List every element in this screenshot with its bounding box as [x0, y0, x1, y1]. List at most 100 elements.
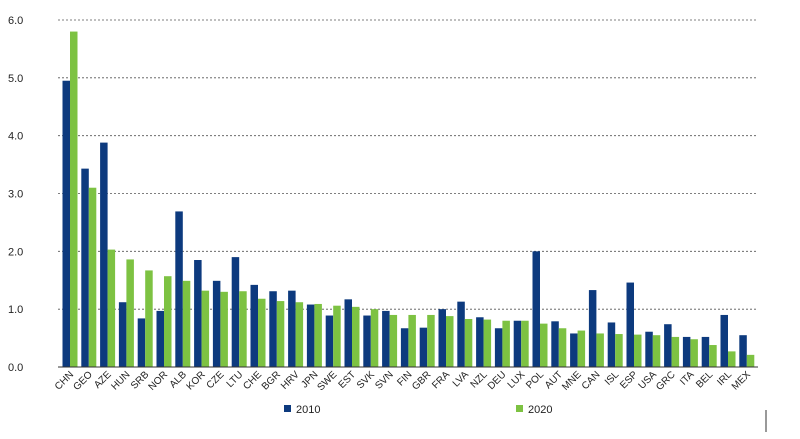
bar-2010-ESP	[626, 282, 634, 367]
bar-2020-USA	[652, 335, 661, 367]
bars	[62, 31, 755, 368]
bar-2010-MNE	[570, 333, 578, 367]
bar-2020-SVK	[370, 309, 379, 367]
bar-2020-FRA	[446, 316, 454, 367]
bar-2010-CZE	[212, 280, 221, 367]
x-tick-label: GRC	[654, 369, 678, 393]
x-tick-label: CAN	[580, 369, 603, 392]
bar-2010-BEL	[701, 336, 710, 367]
bar-2020-IRL	[728, 351, 736, 367]
x-tick-label: USA	[637, 369, 660, 392]
bar-2020-SVN	[389, 314, 398, 367]
x-tick-label: LVA	[451, 369, 471, 389]
y-tick-label: 0.0	[8, 362, 23, 374]
grid-lines	[58, 19, 758, 310]
bar-2010-BGR	[269, 291, 277, 367]
x-tick-label: CHN	[53, 369, 76, 392]
bar-2020-NOR	[164, 276, 172, 367]
bar-2020-CHN	[70, 31, 78, 368]
x-tick-label: KOR	[185, 369, 208, 392]
bar-2010-HRV	[288, 290, 296, 367]
y-tick-label: 4.0	[8, 131, 23, 143]
bar-2020-AUT	[558, 328, 567, 367]
bar-2020-DEU	[502, 320, 510, 367]
legend-label-2020: 2020	[528, 404, 552, 416]
bar-2020-ITA	[690, 339, 698, 367]
bar-2020-ALB	[182, 280, 191, 367]
x-tick-label: HUN	[109, 369, 132, 392]
x-axis-ticks: CHNGEOAZEHUNSRBNORALBKORCZELTUCHEBGRHRVJ…	[53, 369, 753, 393]
bar-2020-JPN	[314, 303, 322, 367]
x-tick-label: SRB	[129, 369, 152, 392]
bar-2010-SRB	[137, 318, 146, 367]
bar-2010-FRA	[438, 309, 446, 367]
bar-2020-LVA	[464, 318, 473, 367]
x-tick-label: POL	[524, 369, 546, 391]
y-tick-label: 3.0	[8, 189, 23, 201]
bar-2020-BGR	[276, 301, 285, 367]
bar-2010-SVK	[363, 315, 371, 367]
bar-2010-GEO	[81, 168, 89, 367]
x-tick-label: EST	[337, 369, 359, 391]
bar-2010-SVN	[382, 310, 390, 367]
bar-2020-AZE	[107, 249, 116, 367]
y-tick-label: 1.0	[8, 304, 23, 316]
bar-2020-NZL	[483, 319, 492, 367]
x-tick-label: ITA	[678, 369, 696, 387]
bar-2010-POL	[532, 251, 540, 367]
bar-2020-EST	[352, 306, 360, 367]
bar-2010-CHN	[62, 80, 70, 367]
bar-2010-ISL	[607, 322, 616, 367]
bar-2010-HUN	[118, 302, 127, 367]
bar-2010-ALB	[175, 211, 183, 367]
bar-2010-FIN	[400, 328, 409, 367]
bar-2010-AUT	[551, 321, 559, 367]
bar-2020-KOR	[201, 290, 210, 367]
x-tick-label: AUT	[543, 369, 565, 391]
bar-2010-KOR	[194, 260, 202, 367]
bar-2020-CAN	[596, 333, 604, 367]
bar-2010-JPN	[306, 304, 315, 367]
bar-2010-GBR	[419, 327, 428, 367]
bar-2020-ESP	[634, 334, 642, 367]
x-tick-label: CZE	[205, 369, 227, 391]
bar-2020-LTU	[239, 291, 247, 367]
x-tick-label: NZL	[469, 369, 490, 390]
y-axis-ticks: 0.0 1.0 2.0 3.0 4.0 5.0 6.0	[8, 15, 23, 374]
x-tick-label: GEO	[71, 369, 95, 393]
x-tick-label: MNE	[560, 369, 584, 393]
bar-2020-MNE	[577, 330, 586, 367]
x-tick-label: ESP	[618, 369, 640, 391]
x-tick-label: LUX	[506, 369, 528, 391]
bar-2010-AZE	[100, 142, 108, 367]
bar-2020-CHE	[258, 298, 266, 367]
bar-2010-SWE	[325, 315, 334, 367]
bar-2010-LUX	[513, 320, 522, 367]
bar-2010-GRC	[664, 324, 672, 367]
x-tick-label: FRA	[430, 369, 452, 391]
bar-2020-POL	[540, 323, 548, 367]
legend-label-2010: 2010	[296, 404, 320, 416]
y-tick-label: 5.0	[8, 73, 23, 85]
bar-2010-USA	[645, 331, 653, 367]
y-tick-label: 2.0	[8, 246, 23, 258]
bar-2010-LTU	[231, 257, 240, 367]
bar-2020-GBR	[427, 314, 435, 367]
x-tick-label: BEL	[694, 369, 715, 390]
x-tick-label: MEX	[730, 369, 753, 392]
bar-2020-GEO	[88, 187, 97, 367]
x-tick-label: GBR	[410, 369, 433, 392]
x-tick-label: AZE	[92, 369, 114, 391]
x-tick-label: SVK	[355, 369, 377, 391]
legend: 2010 2020	[284, 404, 552, 416]
bar-2010-DEU	[494, 328, 503, 367]
bar-2010-IRL	[720, 314, 728, 367]
x-tick-label: BGR	[260, 369, 283, 392]
bar-2020-ISL	[615, 334, 623, 367]
legend-swatch-2020	[516, 405, 523, 412]
bar-2020-SRB	[145, 270, 153, 367]
bar-2010-LVA	[457, 301, 465, 367]
x-tick-label: HRV	[279, 369, 302, 392]
bar-2020-HUN	[126, 259, 134, 367]
